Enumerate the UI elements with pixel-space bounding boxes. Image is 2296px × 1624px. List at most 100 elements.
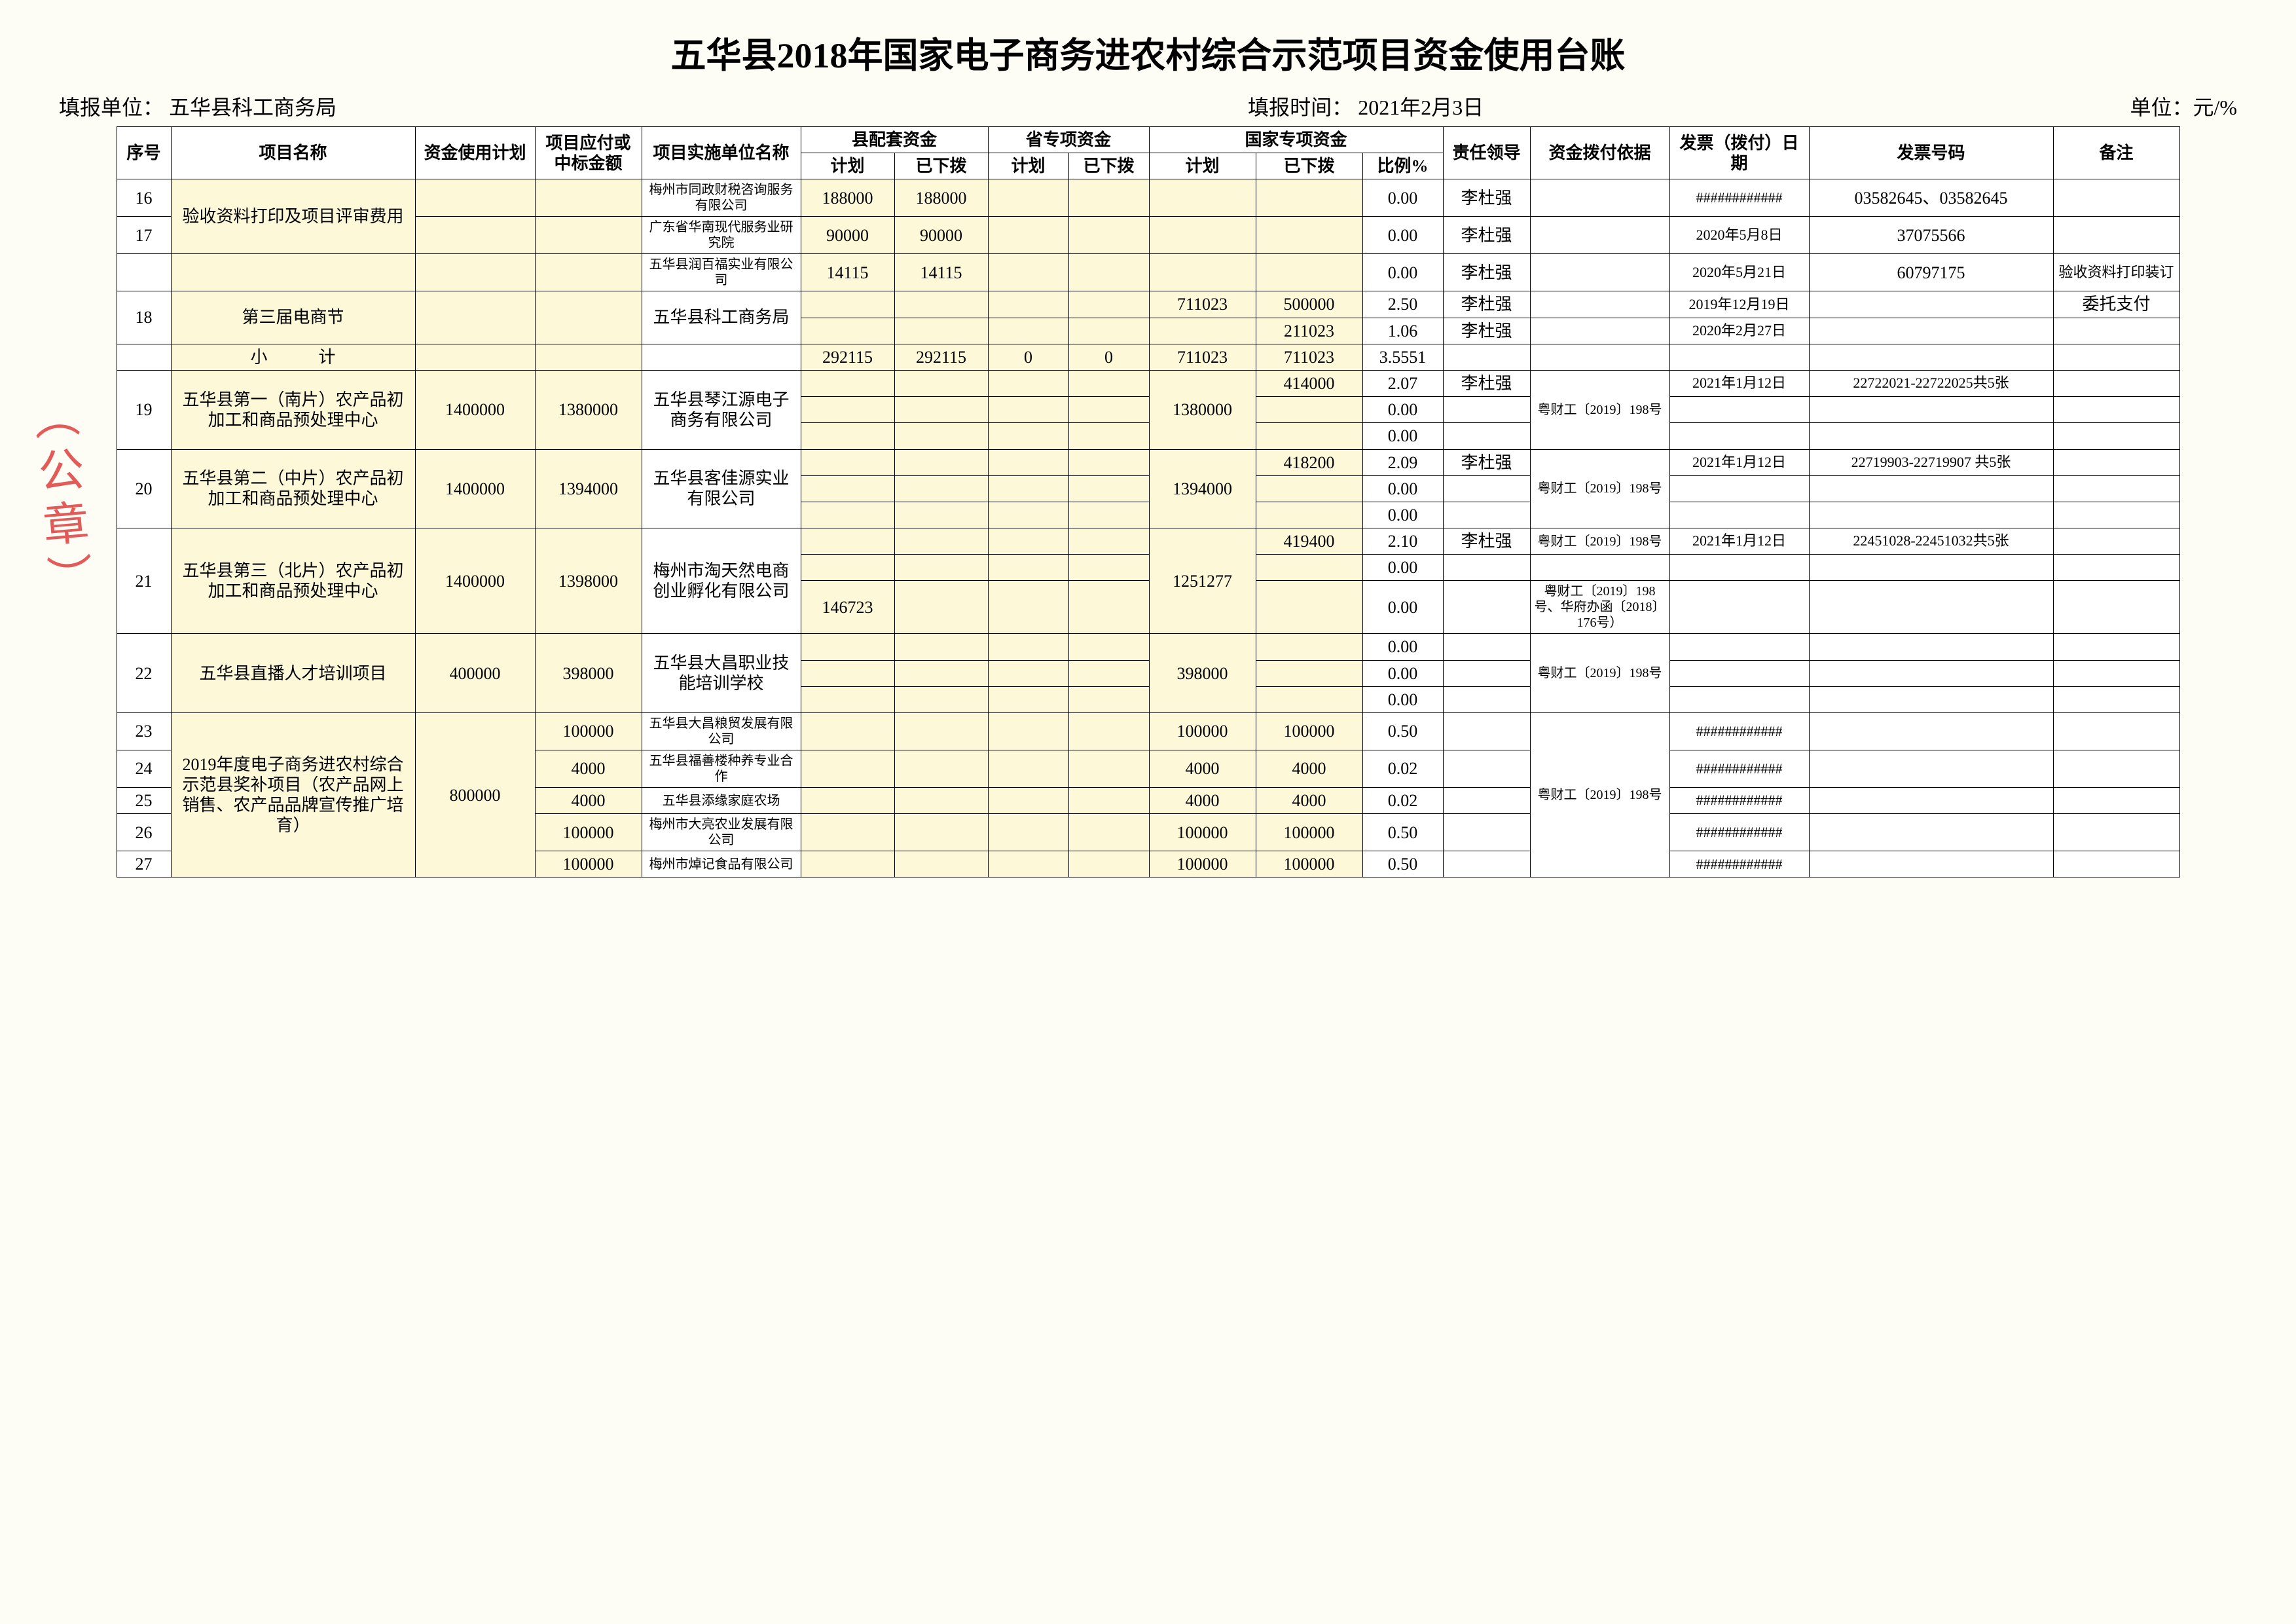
cell: 资金拨付依据 [1530, 127, 1669, 179]
cell [171, 254, 415, 291]
cell [1068, 475, 1149, 502]
cell [894, 750, 988, 788]
cell: 19 [117, 370, 171, 449]
cell: 委托支付 [2053, 291, 2179, 318]
cell: 22451028-22451032共5张 [1809, 528, 2053, 555]
cell [1443, 502, 1530, 528]
cell: 22 [117, 634, 171, 713]
cell [1256, 660, 1362, 686]
cell [1669, 555, 1809, 581]
cell [2053, 634, 2179, 660]
cell [1068, 713, 1149, 750]
cell [1068, 397, 1149, 423]
unit-label: 单位：元/% [2130, 96, 2237, 119]
cell: 1380000 [1149, 370, 1256, 449]
cell: 100000 [535, 713, 642, 750]
cell [988, 750, 1068, 788]
cell [2053, 581, 2179, 634]
cell: 418200 [1256, 449, 1362, 475]
cell [1443, 851, 1530, 877]
cell: 粤财工〔2019〕198号 [1530, 713, 1669, 877]
cell: 五华县大昌职业技能培训学校 [642, 634, 801, 713]
cell: 2021年1月12日 [1669, 370, 1809, 396]
cell [1256, 686, 1362, 712]
cell [1068, 634, 1149, 660]
cell [894, 555, 988, 581]
cell: 粤财工〔2019〕198号 [1530, 528, 1669, 555]
cell [1809, 634, 2053, 660]
cell [2053, 179, 2179, 217]
cell [1809, 475, 2053, 502]
cell: 序号 [117, 127, 171, 179]
cell [1809, 344, 2053, 370]
cell [801, 370, 894, 396]
cell [988, 686, 1068, 712]
cell [988, 370, 1068, 396]
cell: 22722021-22722025共5张 [1809, 370, 2053, 396]
cell: 18 [117, 291, 171, 344]
cell: 400000 [415, 634, 535, 713]
cell [1530, 344, 1669, 370]
cell: 0.02 [1362, 750, 1443, 788]
cell [2053, 217, 2179, 254]
cell [535, 254, 642, 291]
cell [2053, 344, 2179, 370]
cell: 711023 [1256, 344, 1362, 370]
cell [988, 814, 1068, 851]
cell: 第三届电商节 [171, 291, 415, 344]
fill-time: 2021年2月3日 [1358, 96, 1484, 119]
cell: 2020年2月27日 [1669, 318, 1809, 344]
cell [1669, 397, 1809, 423]
cell: 188000 [894, 179, 988, 217]
cell: 21 [117, 528, 171, 634]
ledger-table: 序号项目名称资金使用计划项目应付或中标金额项目实施单位名称县配套资金省专项资金国… [117, 126, 2180, 877]
cell [894, 660, 988, 686]
cell [415, 344, 535, 370]
cell [1068, 502, 1149, 528]
cell: 100000 [1256, 713, 1362, 750]
cell: 李杜强 [1443, 217, 1530, 254]
cell: 梅州市焯记食品有限公司 [642, 851, 801, 877]
cell [894, 713, 988, 750]
cell [988, 502, 1068, 528]
cell: 2021年1月12日 [1669, 449, 1809, 475]
cell: 1398000 [535, 528, 642, 634]
cell [1256, 254, 1362, 291]
cell: 五华县琴江源电子商务有限公司 [642, 370, 801, 449]
cell [2053, 686, 2179, 712]
fill-time-label: 填报时间： [1248, 96, 1353, 119]
cell [1443, 475, 1530, 502]
cell [894, 851, 988, 877]
cell [894, 291, 988, 318]
cell: 1400000 [415, 449, 535, 528]
cell: 2019年度电子商务进农村综合示范县奖补项目（农产品网上销售、农产品品牌宣传推广… [171, 713, 415, 877]
cell: 比例% [1362, 153, 1443, 179]
cell: 计划 [801, 153, 894, 179]
cell [801, 788, 894, 814]
cell: 0.00 [1362, 634, 1443, 660]
cell: 188000 [801, 179, 894, 217]
cell: 2021年1月12日 [1669, 528, 1809, 555]
cell [1809, 397, 2053, 423]
cell: 李杜强 [1443, 291, 1530, 318]
cell [894, 370, 988, 396]
cell [1443, 750, 1530, 788]
cell: 验收资料打印装订 [2053, 254, 2179, 291]
cell [1068, 750, 1149, 788]
cell: 0.50 [1362, 713, 1443, 750]
cell [1443, 581, 1530, 634]
cell [2053, 449, 2179, 475]
cell [642, 344, 801, 370]
cell: 100000 [535, 814, 642, 851]
cell [1068, 660, 1149, 686]
cell [2053, 555, 2179, 581]
cell [988, 318, 1068, 344]
cell [1809, 686, 2053, 712]
cell: 广东省华南现代服务业研究院 [642, 217, 801, 254]
cell [2053, 660, 2179, 686]
cell: 计划 [988, 153, 1068, 179]
cell: 146723 [801, 581, 894, 634]
cell: 2.09 [1362, 449, 1443, 475]
cell: 398000 [535, 634, 642, 713]
cell [1530, 254, 1669, 291]
